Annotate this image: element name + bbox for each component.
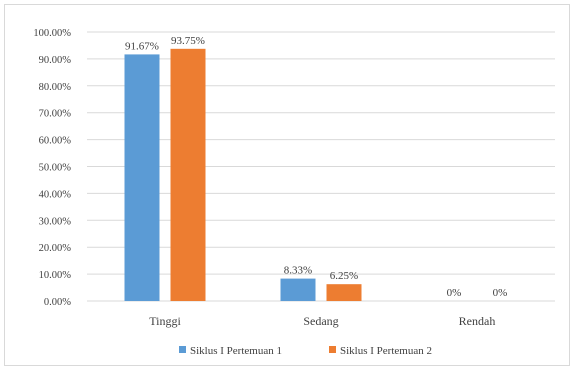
y-axis-ticks: 0.00% 10.00% 20.00% 30.00% 40.00% 50.00% 60.00… — [33, 28, 71, 308]
data-label: 6.25% — [330, 270, 358, 282]
y-tick-label: 0.00% — [44, 297, 71, 308]
y-tick-label: 70.00% — [39, 109, 72, 120]
legend-swatch — [179, 346, 186, 353]
y-tick-label: 40.00% — [39, 189, 72, 200]
data-label: 8.33% — [284, 265, 312, 277]
x-axis-categories: Tinggi Sedang Rendah — [149, 314, 495, 328]
y-tick-label: 10.00% — [39, 270, 72, 281]
x-category-label: Tinggi — [149, 314, 181, 328]
legend-label: Siklus I Pertemuan 1 — [190, 345, 282, 357]
y-tick-label: 100.00% — [33, 28, 71, 39]
y-tick-label: 80.00% — [39, 82, 72, 93]
data-label: 0% — [493, 287, 508, 299]
data-label: 93.75% — [171, 35, 205, 47]
y-tick-label: 90.00% — [39, 55, 72, 66]
legend-swatch — [329, 346, 336, 353]
bars — [124, 48, 362, 301]
data-labels: 91.67% 93.75% 8.33% 6.25% 0% 0% — [125, 35, 507, 299]
y-tick-label: 30.00% — [39, 216, 72, 227]
y-tick-label: 20.00% — [39, 243, 72, 254]
bar — [280, 278, 316, 301]
legend: Siklus I Pertemuan 1 Siklus I Pertemuan 2 — [179, 345, 432, 357]
chart-frame — [4, 4, 570, 366]
bar — [326, 284, 362, 301]
bar — [170, 48, 206, 301]
data-label: 91.67% — [125, 40, 159, 52]
x-category-label: Sedang — [303, 314, 338, 328]
gridlines — [87, 31, 555, 302]
y-tick-label: 60.00% — [39, 136, 72, 147]
bar — [124, 54, 160, 301]
x-category-label: Rendah — [459, 314, 496, 328]
data-label: 0% — [447, 287, 462, 299]
legend-label: Siklus I Pertemuan 2 — [340, 345, 432, 357]
y-tick-label: 50.00% — [39, 163, 72, 174]
